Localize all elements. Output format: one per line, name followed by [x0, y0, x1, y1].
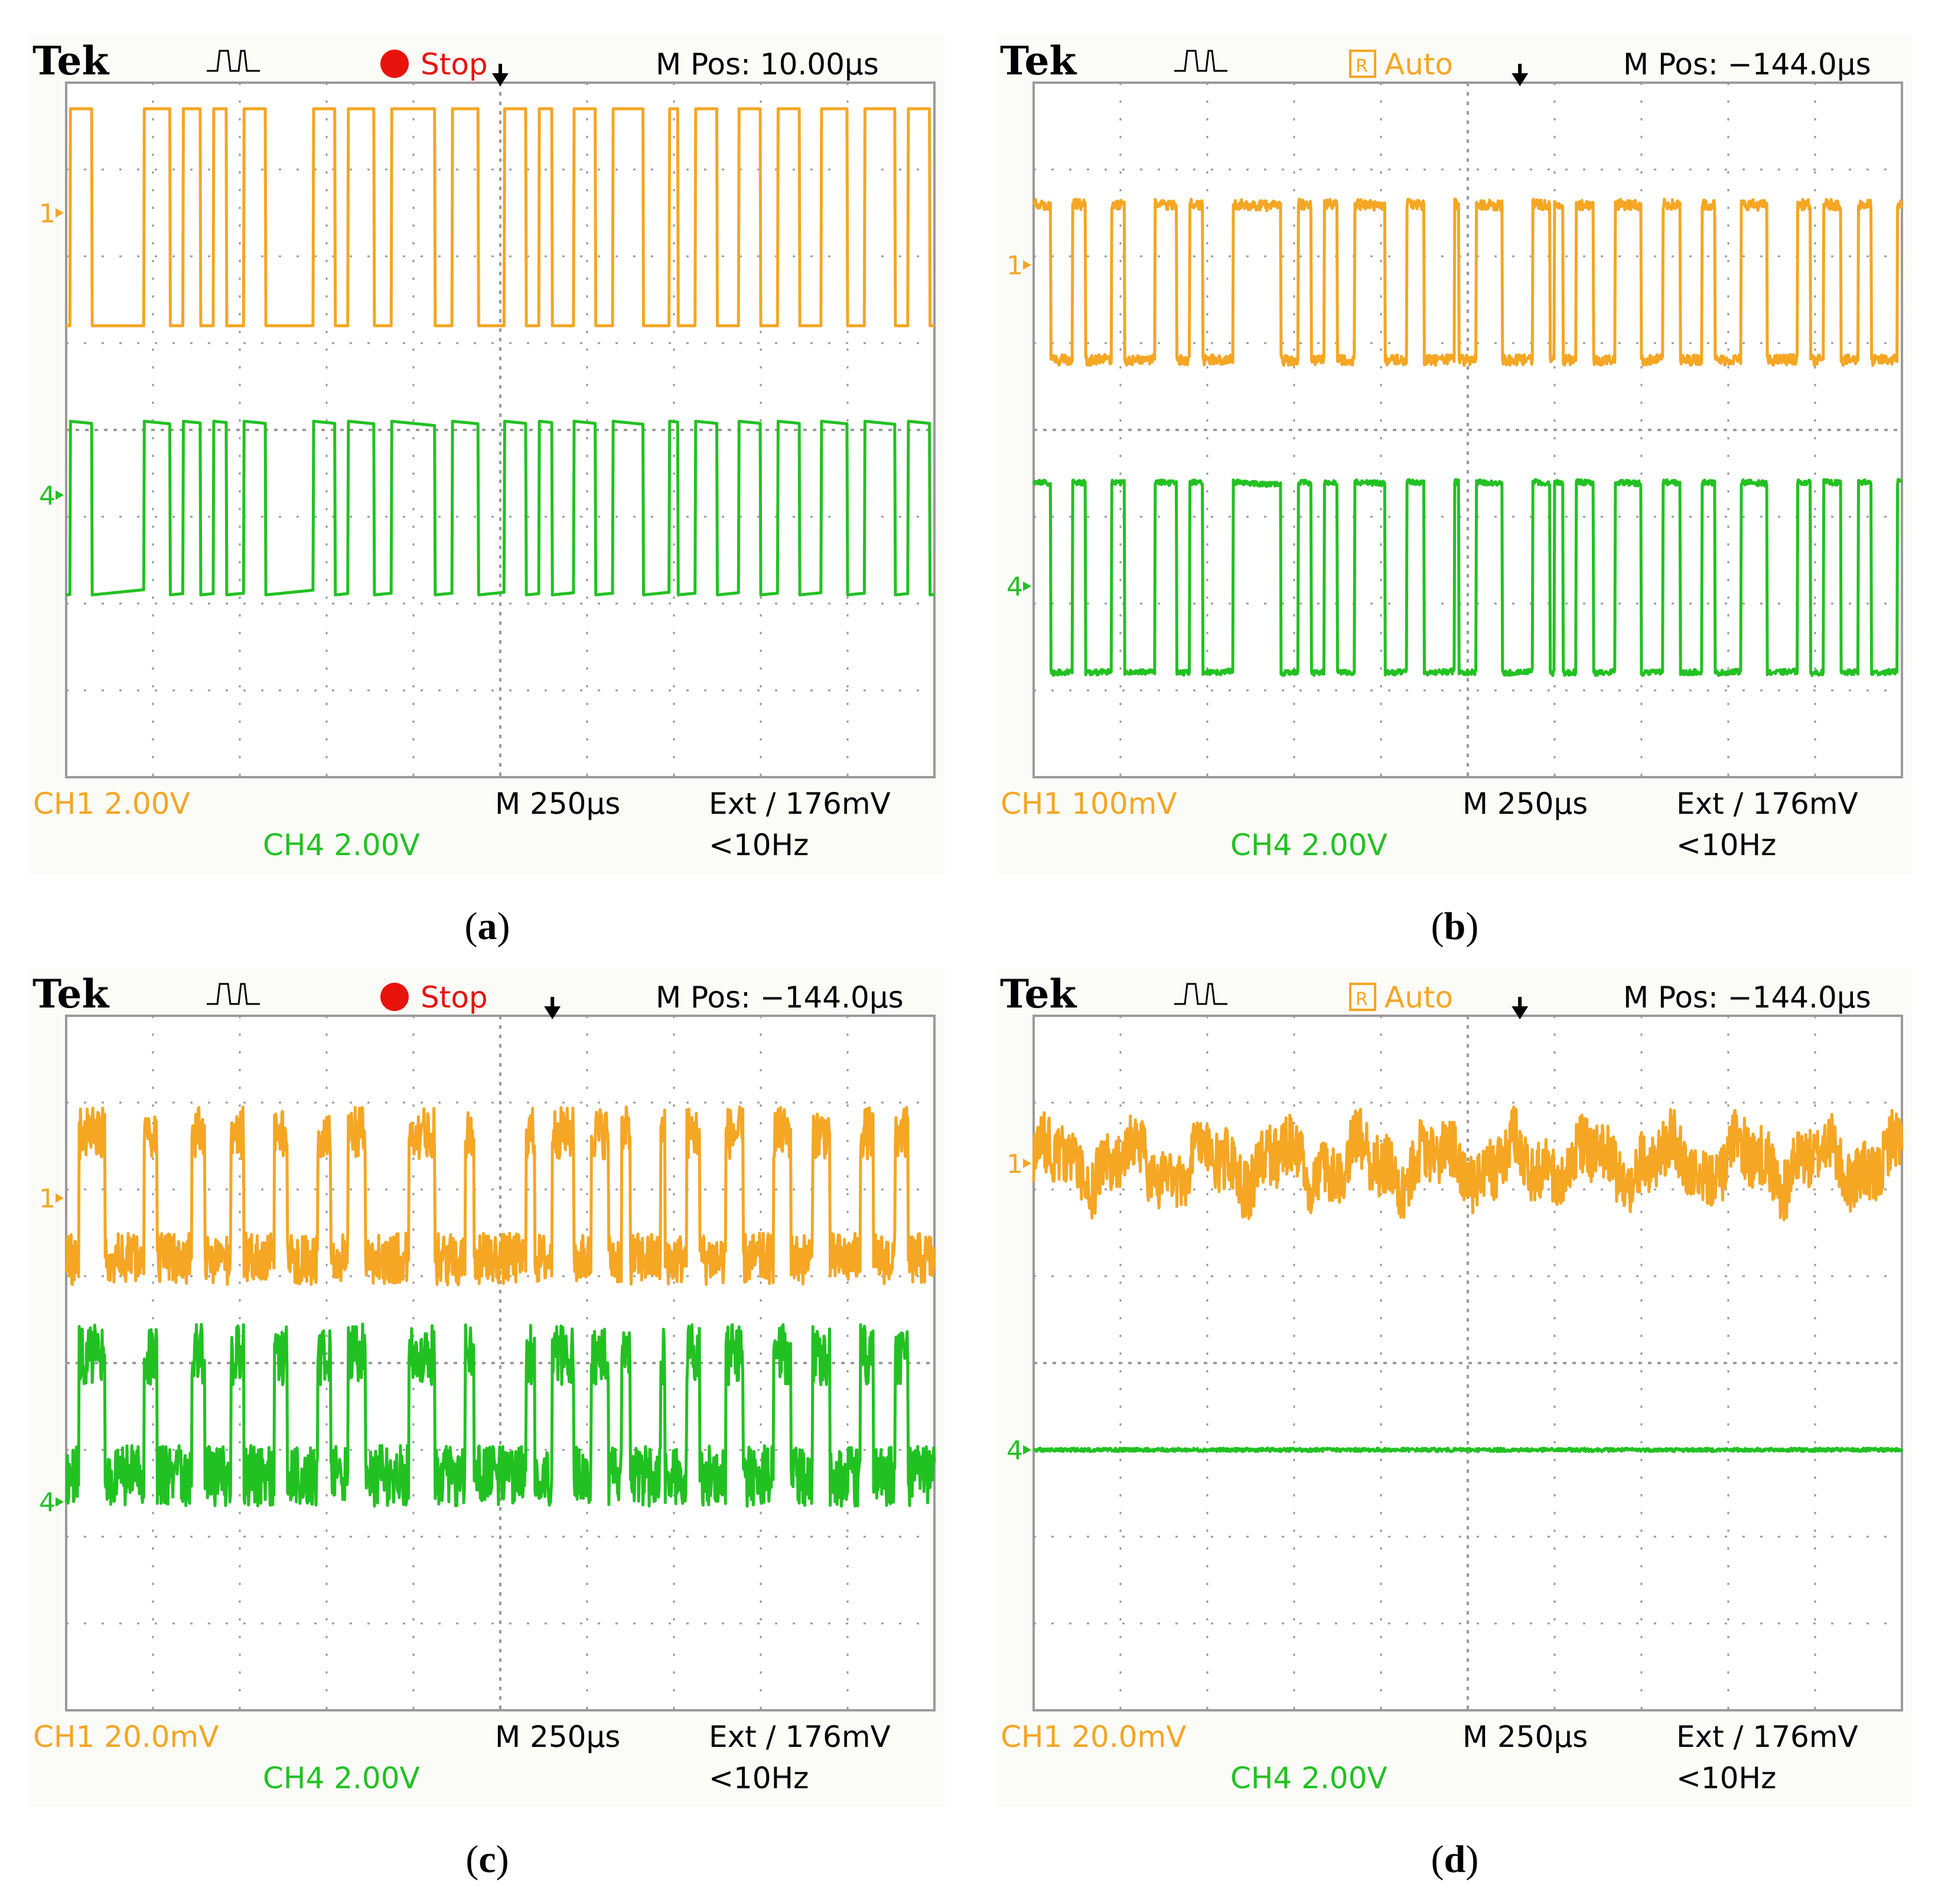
- acquisition-state-label: Auto: [1385, 980, 1453, 1015]
- channel-ch4-marker: 4: [1006, 572, 1023, 602]
- trigger-frequency-label: <10Hz: [709, 1761, 809, 1795]
- timebase-label: M 250µs: [495, 787, 620, 821]
- tek-brand-label: Tek: [1000, 38, 1077, 84]
- acquisition-state-label: Auto: [1385, 47, 1453, 81]
- trigger-position-arrow-icon: [1511, 64, 1529, 86]
- channel-ch1-marker-arrow: [56, 208, 64, 218]
- trigger-pulse-icon: [207, 983, 260, 1005]
- horizontal-position-label: M Pos: 10.00µs: [656, 47, 879, 81]
- trigger-pulse-icon: [1174, 983, 1227, 1005]
- ch1-scale-label: CH1 100mV: [1001, 787, 1177, 821]
- stop-indicator-icon: [380, 983, 409, 1011]
- channel-ch1-marker: 1: [1006, 1149, 1023, 1179]
- trigger-pulse-icon: [207, 50, 260, 72]
- ch4-scale-label: CH4 2.00V: [263, 1761, 420, 1795]
- timebase-label: M 250µs: [1462, 787, 1588, 821]
- auto-trigger-icon: [1349, 983, 1376, 1011]
- trigger-position-arrow-icon: [492, 64, 509, 86]
- auto-trigger-icon-glyph: R: [1356, 56, 1368, 77]
- panel-caption-c: (c): [465, 1838, 509, 1881]
- ch1-scale-label: CH1 2.00V: [33, 787, 190, 821]
- horizontal-position-label: M Pos: −144.0µs: [1623, 47, 1871, 81]
- channel-ch4-marker-arrow: [1023, 581, 1031, 591]
- panel-caption-a: (a): [465, 905, 510, 948]
- ch4-scale-label: CH4 2.00V: [1230, 1761, 1387, 1795]
- trace-ch4: [1032, 1446, 1904, 1453]
- tek-brand-label: Tek: [32, 38, 110, 84]
- trace-ch4: [1032, 478, 1903, 677]
- trigger-source-label: Ext ∕ 176mV: [1676, 1720, 1858, 1754]
- trigger-frequency-label: <10Hz: [1676, 828, 1776, 862]
- acquisition-state-label: Stop: [421, 47, 488, 81]
- trigger-source-label: Ext ∕ 176mV: [709, 1720, 891, 1754]
- horizontal-position-label: M Pos: −144.0µs: [1623, 980, 1871, 1015]
- auto-trigger-icon-glyph: R: [1356, 989, 1368, 1010]
- channel-ch4-marker-arrow: [1023, 1445, 1031, 1455]
- ch4-scale-label: CH4 2.00V: [1230, 828, 1387, 862]
- tek-brand-label: Tek: [1000, 971, 1077, 1017]
- timebase-label: M 250µs: [1462, 1720, 1588, 1754]
- trigger-position-arrow-icon: [1511, 997, 1529, 1019]
- graticule-grid: [1034, 1016, 1902, 1710]
- trigger-frequency-label: <10Hz: [709, 828, 809, 862]
- ch4-scale-label: CH4 2.00V: [263, 828, 420, 862]
- panel-caption-d: (d): [1431, 1838, 1479, 1881]
- ch1-scale-label: CH1 20.0mV: [1001, 1720, 1186, 1754]
- trigger-source-label: Ext ∕ 176mV: [709, 787, 891, 821]
- channel-ch4-marker: 4: [39, 1488, 56, 1518]
- channel-ch4-marker: 4: [1006, 1436, 1023, 1466]
- scope-panel-b: Tek R Auto M Pos: −144.0µs 1 4 CH1 100mV CH4 2.…: [997, 35, 1913, 874]
- channel-ch4-marker: 4: [39, 481, 56, 511]
- trace-ch1: [1032, 197, 1904, 367]
- channel-ch1-marker-arrow: [1023, 1158, 1031, 1168]
- channel-ch1-marker: 1: [39, 1184, 56, 1214]
- channel-ch1-marker-arrow: [56, 1193, 64, 1203]
- stop-indicator-icon: [380, 50, 409, 78]
- panel-caption-b: (b): [1431, 905, 1479, 948]
- channel-ch1-marker: 1: [1006, 251, 1023, 281]
- channel-ch1-marker: 1: [39, 199, 56, 229]
- channel-ch4-marker-arrow: [56, 490, 64, 500]
- scope-panel-c: Tek Stop M Pos: −144.0µs 1 4 CH1 20.0mV CH4 2.…: [30, 969, 945, 1807]
- acquisition-state-label: Stop: [421, 980, 488, 1015]
- horizontal-position-label: M Pos: −144.0µs: [656, 980, 904, 1015]
- trace-ch1: [64, 1105, 936, 1287]
- scope-panel-a: Tek Stop M Pos: 10.00µs 1 4 CH1 2.00V CH4 2.00…: [30, 35, 945, 874]
- timebase-label: M 250µs: [495, 1720, 620, 1754]
- graticule-grid: [66, 83, 934, 777]
- channel-ch1-marker-arrow: [1023, 260, 1031, 270]
- graticule-grid: [66, 1016, 934, 1710]
- channel-ch4-marker-arrow: [56, 1497, 64, 1507]
- ch1-scale-label: CH1 20.0mV: [33, 1720, 219, 1754]
- trace-ch4: [64, 1322, 936, 1508]
- trigger-frequency-label: <10Hz: [1676, 1761, 1776, 1795]
- trigger-position-arrow-icon: [544, 997, 561, 1019]
- trigger-pulse-icon: [1174, 50, 1227, 72]
- trace-ch1: [65, 107, 936, 328]
- trigger-source-label: Ext ∕ 176mV: [1676, 787, 1858, 821]
- auto-trigger-icon: [1349, 50, 1376, 78]
- scope-panel-d: Tek R Auto M Pos: −144.0µs 1 4 CH1 20.0mV CH4 2…: [997, 969, 1913, 1807]
- tek-brand-label: Tek: [32, 971, 110, 1017]
- trace-ch1: [1032, 1105, 1904, 1221]
- trace-ch4: [65, 419, 936, 596]
- graticule-grid: [1034, 83, 1902, 777]
